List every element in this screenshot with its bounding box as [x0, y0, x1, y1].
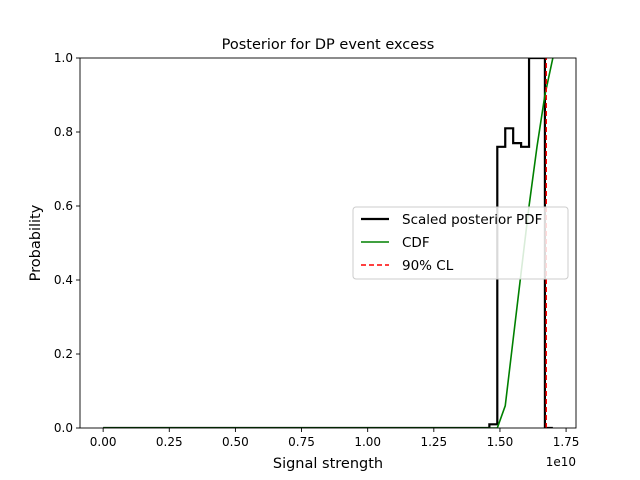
- chart-title: Posterior for DP event excess: [222, 37, 435, 53]
- x-axis-offset-label: 1e10: [546, 455, 576, 469]
- legend-label-pdf: Scaled posterior PDF: [402, 212, 542, 228]
- x-tick-label: 1.75: [553, 435, 580, 449]
- y-tick-label: 1.0: [54, 51, 73, 65]
- y-tick-label: 0.8: [54, 125, 73, 139]
- legend: Scaled posterior PDF CDF 90% CL: [352, 206, 569, 280]
- y-tick-label: 0.2: [54, 347, 73, 361]
- legend-label-cdf: CDF: [402, 235, 430, 251]
- y-tick-label: 0.6: [54, 199, 73, 213]
- y-axis-ticks: 0.0 0.2 0.4 0.6 0.8 1.0: [54, 51, 80, 435]
- x-axis-ticks: 0.00 0.25 0.50 0.75 1.00 1.25 1.50 1.75: [90, 428, 580, 449]
- legend-box: [352, 206, 569, 280]
- plot-frame: [79, 57, 577, 429]
- y-tick-label: 0.4: [54, 273, 73, 287]
- y-tick-label: 0.0: [54, 421, 73, 435]
- x-tick-label: 0.75: [288, 435, 315, 449]
- x-axis-label: Signal strength: [273, 456, 383, 472]
- y-axis-label: Probability: [28, 204, 44, 281]
- x-tick-label: 1.00: [354, 435, 381, 449]
- x-tick-label: 1.25: [420, 435, 447, 449]
- x-tick-label: 1.50: [487, 435, 514, 449]
- x-tick-label: 0.50: [222, 435, 249, 449]
- pdf-step-line: [103, 58, 553, 428]
- x-tick-label: 0.00: [90, 435, 117, 449]
- x-tick-label: 0.25: [156, 435, 183, 449]
- legend-label-cl: 90% CL: [402, 258, 454, 274]
